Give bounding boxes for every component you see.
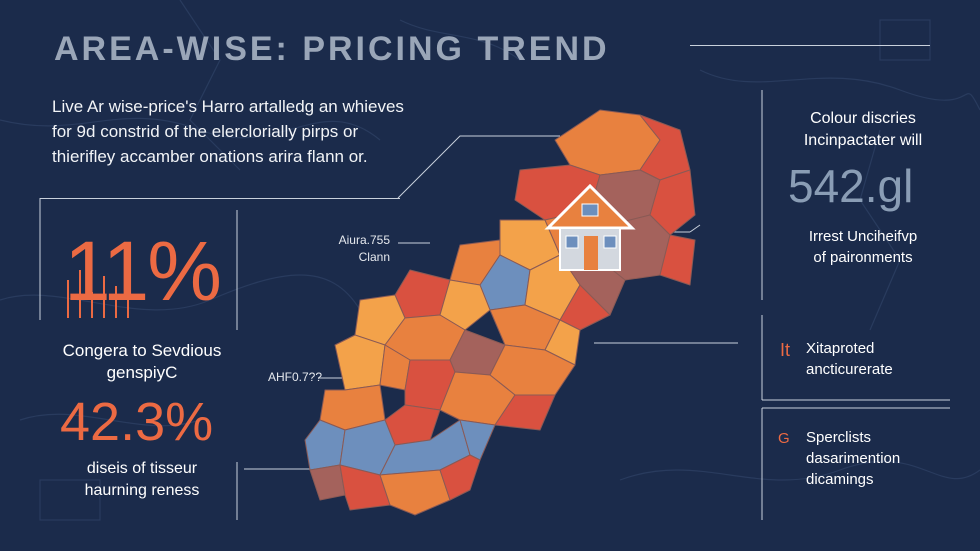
map-region — [304, 419, 346, 471]
page-title: AREA-WISE: PRICING TREND — [54, 30, 610, 68]
map-label-1-line-2: Clann — [358, 250, 390, 264]
stat-caption-2-line-1: diseis of tisseur — [86, 460, 198, 477]
card-1-title-line-2: Incinpactater will — [803, 132, 923, 149]
stat-percent-2: 42.3% — [60, 392, 214, 452]
title-divider — [690, 45, 930, 46]
card-2-text: Xitaproted ancticurerate — [806, 338, 893, 380]
connector-line — [40, 198, 400, 199]
intro-line-2: for 9d constrid of the elerclorially pir… — [52, 122, 359, 141]
card-3-line-1: Sperclists — [806, 429, 872, 446]
card-2-line-1: Xitaproted — [806, 340, 875, 357]
bar-graph-icon — [67, 270, 129, 318]
map-region — [379, 469, 451, 516]
card-1-title-line-1: Colour discries — [810, 110, 916, 127]
map-region — [649, 169, 696, 236]
map-region — [334, 334, 386, 391]
card-3-text: Sperclists dasarimention dicamings — [806, 427, 900, 490]
map-label-2: AHF0.7?? — [268, 370, 323, 384]
stat-caption-1-line-1: Congera to Sevdious — [62, 341, 222, 360]
map-region — [339, 464, 391, 511]
card-1-number: 542.gl — [788, 160, 914, 212]
map-region — [659, 234, 696, 286]
intro-line-3: thierifley accamber onations arira flann… — [52, 147, 368, 166]
card-2-icon: It — [780, 340, 791, 360]
card-3-icon: G — [778, 430, 790, 447]
stat-caption-2: diseis of tisseur haurning reness — [62, 458, 222, 502]
card-3-line-2: dasarimention — [806, 450, 901, 467]
card-1-subtext: Irrest Unciheifvp of paironments — [778, 226, 948, 268]
map-region — [494, 394, 556, 431]
card-1-sub-line-1: Irrest Unciheifvp — [808, 228, 918, 245]
card-2-line-2: ancticurerate — [806, 361, 893, 378]
map-region — [439, 279, 491, 331]
map-label-1-line-1: Aiura.755 — [338, 233, 390, 247]
card-3-line-3: dicamings — [806, 471, 874, 488]
intro-text: Live Ar wise-price's Harro artalledg an … — [52, 94, 452, 169]
stat-caption-1: Congera to Sevdious genspiyC — [52, 340, 232, 384]
stat-percent-1: 11% — [64, 224, 222, 318]
map-region — [309, 464, 346, 501]
house-icon — [544, 183, 636, 271]
stat-caption-1-line-2: genspiyC — [106, 363, 178, 382]
stat-caption-2-line-2: haurning reness — [84, 482, 200, 499]
region-map — [304, 109, 696, 516]
intro-line-1: Live Ar wise-price's Harro artalledg an … — [52, 97, 404, 116]
card-1-sub-line-2: of paironments — [813, 249, 913, 266]
map-label-1: Aiura.755 Clann — [330, 232, 390, 266]
card-1-title: Colour discries Incinpactater will — [778, 108, 948, 152]
map-region — [439, 454, 481, 501]
